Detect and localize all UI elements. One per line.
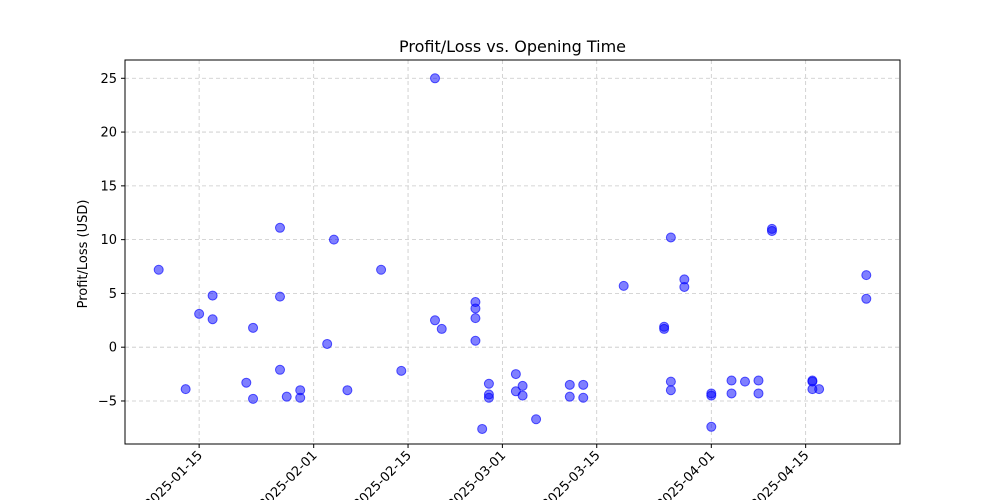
scatter-point [618, 280, 629, 291]
scatter-point [483, 378, 494, 389]
y-tick-label: 5 [109, 287, 117, 302]
y-tick-label: 20 [100, 126, 117, 141]
scatter-point [248, 322, 259, 333]
scatter-point [766, 226, 777, 237]
plot-frame [124, 59, 901, 445]
scatter-point [679, 274, 690, 285]
scatter-point [275, 222, 285, 233]
scatter-point [659, 323, 670, 334]
scatter-point [153, 264, 164, 275]
scatter-point [861, 293, 872, 304]
scatter-point [295, 385, 306, 396]
scatter-point [753, 375, 764, 386]
scatter-point [477, 423, 488, 434]
scatter-point [861, 270, 872, 281]
grid-lines [125, 60, 900, 444]
scatter-point [194, 308, 205, 319]
scatter-point [328, 234, 339, 245]
data-points [153, 73, 872, 434]
scatter-point [814, 384, 825, 395]
chart-title: Profit/Loss vs. Opening Time [399, 37, 626, 56]
scatter-point [706, 390, 717, 401]
scatter-point [531, 414, 542, 425]
scatter-point [207, 290, 218, 301]
scatter-point [740, 376, 750, 387]
y-tick-label: 15 [100, 179, 117, 194]
scatter-point [248, 393, 259, 404]
scatter-point [376, 264, 387, 275]
x-tick-label: 2025-03-01 [445, 448, 509, 500]
scatter-point [470, 297, 481, 308]
x-tick-label: 2025-02-01 [256, 448, 320, 500]
scatter-point [342, 385, 353, 396]
x-tick-label: 2025-03-15 [540, 448, 604, 500]
scatter-point [430, 73, 440, 84]
scatter-point [470, 335, 481, 346]
scatter-point [322, 338, 333, 349]
x-tick-label: 2025-01-15 [142, 448, 206, 500]
x-tick-label: 2025-04-15 [748, 448, 812, 500]
scatter-point [578, 392, 589, 403]
x-tick-label: 2025-02-15 [351, 448, 415, 500]
scatter-point [517, 390, 528, 401]
y-axis-ticks: −5 0 5 10 15 20 25 [98, 72, 125, 409]
scatter-point [510, 369, 521, 380]
scatter-point [665, 376, 676, 387]
scatter-point [753, 388, 764, 399]
x-axis-ticks: 2025-01-15 2025-02-01 2025-02-15 2025-03-01… [142, 444, 812, 500]
scatter-point [564, 379, 575, 390]
y-tick-label: −5 [98, 394, 117, 409]
y-tick-label: 25 [100, 72, 117, 87]
scatter-point [241, 377, 252, 388]
y-tick-label: 0 [109, 341, 117, 356]
scatter-point [517, 380, 528, 391]
scatter-point [578, 379, 589, 390]
scatter-point [396, 365, 407, 376]
scatter-point [275, 364, 285, 375]
y-tick-label: 10 [100, 233, 117, 248]
y-axis-title: Profit/Loss (USD) [76, 200, 91, 309]
scatter-point [470, 313, 481, 324]
scatter-point [665, 232, 676, 243]
scatter-point [436, 323, 447, 334]
scatter-point [180, 384, 191, 395]
scatter-point [483, 392, 494, 403]
scatter-point [564, 391, 575, 402]
scatter-point [726, 375, 737, 386]
scatter-point [207, 314, 218, 325]
scatter-point [726, 388, 737, 399]
scatter-point [275, 291, 285, 302]
scatter-point [430, 315, 440, 326]
scatter-point [706, 421, 717, 432]
scatter-point [281, 391, 292, 402]
x-tick-label: 2025-04-01 [654, 448, 718, 500]
scatter-point [665, 385, 676, 396]
